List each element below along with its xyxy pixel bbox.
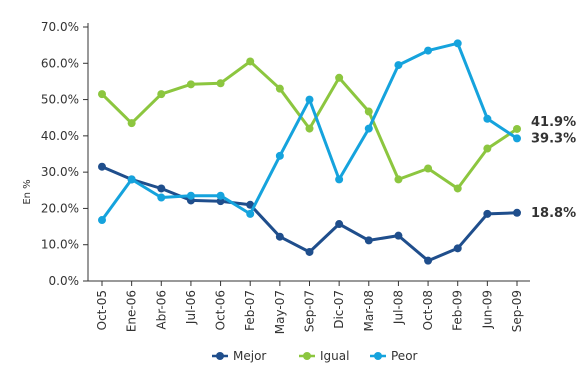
axes: 0.0% 10.0% 20.0% 30.0% 40.0% 50.0% 60.0% 70.0% E… — [22, 20, 530, 334]
data-point-igual — [394, 175, 403, 184]
series-lines — [98, 39, 521, 265]
data-point-mejor — [98, 162, 106, 171]
x-tick-label: Jun-09 — [480, 290, 494, 329]
data-point-peor — [246, 209, 255, 218]
x-tick-label: Feb-09 — [451, 290, 465, 331]
data-labels: 18.8% 41.9%39.3% — [531, 115, 576, 221]
data-point-igual — [246, 57, 255, 66]
data-point-peor — [335, 175, 344, 184]
x-tick-label: Abr-06 — [154, 290, 168, 330]
legend-swatch-marker — [303, 352, 311, 360]
legend: Mejor Igual Peor — [212, 349, 418, 363]
y-tick-label: 20.0% — [41, 201, 79, 215]
data-point-igual — [513, 124, 521, 133]
data-point-peor — [483, 114, 492, 123]
legend-label-peor: Peor — [391, 349, 418, 363]
data-point-mejor — [513, 208, 521, 217]
x-tick-label: Feb-07 — [243, 290, 257, 331]
data-point-mejor — [424, 256, 433, 265]
data-point-igual — [453, 184, 462, 193]
x-tick-label: Dic-07 — [332, 290, 346, 329]
data-point-mejor — [335, 220, 344, 229]
data-point-igual — [127, 119, 136, 128]
data-point-igual — [186, 80, 195, 89]
data-point-igual — [216, 79, 225, 88]
legend-label-igual: Igual — [320, 349, 349, 363]
data-point-mejor — [394, 231, 403, 240]
data-point-peor — [424, 46, 433, 55]
data-point-igual — [275, 84, 284, 93]
data-point-peor — [453, 39, 462, 48]
legend-label-mejor: Mejor — [233, 349, 266, 363]
data-point-igual — [335, 73, 344, 82]
legend-swatch-marker — [374, 352, 382, 360]
y-tick-label: 10.0% — [41, 238, 79, 252]
data-point-igual — [305, 124, 314, 133]
x-tick-label: Oct-08 — [421, 290, 435, 330]
x-tick-label: Sep-09 — [510, 290, 524, 332]
end-value-label-igual: 41.9% — [531, 115, 576, 130]
x-tick-label: Jul-08 — [391, 290, 405, 325]
data-point-igual — [483, 144, 492, 153]
data-point-mejor — [483, 209, 492, 218]
data-point-peor — [305, 95, 314, 104]
x-tick-label: Jul-06 — [184, 290, 198, 325]
data-point-peor — [186, 191, 195, 200]
y-tick-label: 40.0% — [41, 129, 79, 143]
y-tick-label: 30.0% — [41, 165, 79, 179]
data-point-peor — [513, 134, 521, 143]
data-point-igual — [424, 164, 433, 173]
data-point-igual — [157, 90, 166, 99]
end-value-label-mejor: 18.8% — [531, 206, 576, 221]
x-tick-label: Oct-06 — [214, 290, 228, 330]
data-point-mejor — [453, 244, 462, 253]
data-point-mejor — [364, 236, 373, 245]
data-point-peor — [127, 175, 136, 184]
y-tick-label: 0.0% — [49, 274, 80, 288]
end-value-label-peor: 39.3% — [531, 131, 576, 146]
data-point-igual — [364, 107, 373, 116]
data-point-peor — [364, 124, 373, 133]
data-point-mejor — [305, 247, 314, 256]
x-tick-label: Sep-07 — [303, 290, 317, 332]
data-point-peor — [275, 151, 284, 160]
y-tick-label: 60.0% — [41, 56, 79, 70]
data-point-peor — [216, 191, 225, 200]
x-tick-label: May-07 — [273, 290, 287, 334]
x-tick-label: Oct-05 — [95, 290, 109, 330]
data-point-igual — [98, 90, 106, 99]
data-point-mejor — [157, 184, 166, 193]
data-point-peor — [98, 216, 106, 225]
data-point-peor — [157, 193, 166, 202]
x-tick-label: Ene-06 — [125, 290, 139, 332]
y-tick-label: 70.0% — [41, 20, 79, 34]
y-axis-title: En % — [22, 179, 33, 204]
x-tick-label: Mar-08 — [362, 290, 376, 331]
legend-swatch-marker — [216, 352, 224, 360]
data-point-peor — [394, 61, 403, 70]
y-tick-label: 50.0% — [41, 93, 79, 107]
data-point-mejor — [275, 232, 284, 241]
